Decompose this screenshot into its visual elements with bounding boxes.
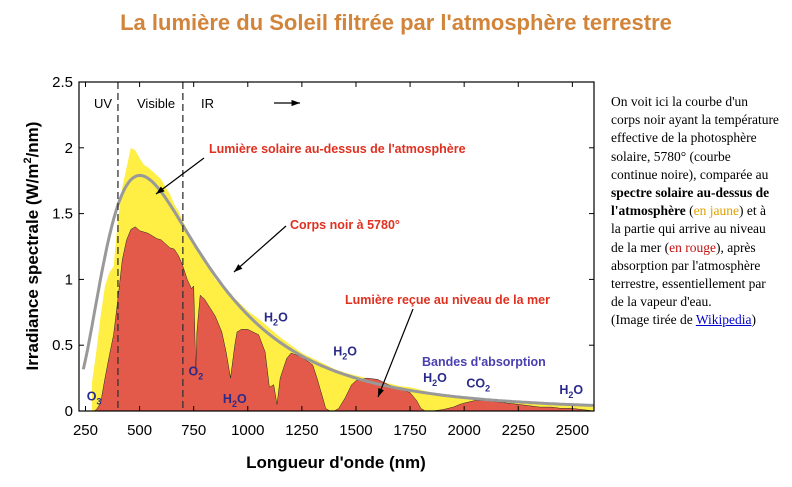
arrow-above-atmosphere — [155, 157, 205, 195]
side-note-bold: spectre solaire au-dessus de l'atmosphèr… — [611, 185, 770, 219]
y-tick-label: 2 — [65, 140, 73, 157]
side-note-text-3: ) et à la partie qui arrive au niveau de… — [611, 203, 766, 255]
annotation-absorption-bands: Bandes d'absorption — [422, 355, 546, 369]
x-tick-label: 1750 — [393, 422, 426, 439]
x-tick-label: 2250 — [502, 422, 535, 439]
arrow-above-atmosphere-head — [156, 186, 165, 194]
x-tick-label: 1250 — [285, 422, 318, 439]
side-note: On voit ici la courbe d'un corps noir ay… — [611, 93, 779, 330]
y-tick-label: 0 — [65, 403, 73, 420]
side-note-text-4: ), après absorption par l'atmosphère ter… — [611, 239, 766, 310]
x-tick-label: 250 — [73, 422, 98, 439]
y-tick-label: 0.5 — [52, 337, 73, 354]
absorber-label: O3 — [87, 389, 102, 406]
sea-level-area — [91, 226, 594, 411]
y-tick-label: 1 — [65, 271, 73, 288]
x-tick-label: 1500 — [339, 422, 372, 439]
absorber-label: H2O — [333, 345, 357, 362]
absorber-label: O2 — [188, 364, 203, 381]
absorber-label: H2O — [223, 392, 247, 409]
side-note-yellow: en jaune — [693, 203, 739, 219]
y-tick-label: 1.5 — [52, 206, 73, 223]
arrow-blackbody-head — [234, 264, 243, 272]
plot-frame — [78, 81, 595, 412]
x-tick-label: 750 — [181, 422, 206, 439]
y-axis-label: Irradiance spectrale (W/m2/nm) — [22, 122, 42, 371]
x-tick-label: 2000 — [447, 422, 480, 439]
region-label-visible: Visible — [137, 96, 175, 111]
page-title: La lumière du Soleil filtrée par l'atmos… — [120, 10, 672, 35]
side-note-text-5: (Image tirée de — [611, 312, 696, 328]
x-tick-label: 500 — [127, 422, 152, 439]
absorber-label: H2O — [559, 383, 583, 400]
annotation-above-atmosphere: Lumière solaire au-dessus de l'atmosphèr… — [209, 142, 466, 156]
annotation-sea-level: Lumière reçue au niveau de la mer — [345, 293, 550, 307]
arrow-sea-level — [377, 308, 414, 398]
y-tick-label: 2.5 — [52, 74, 73, 91]
annotation-blackbody: Corps noir à 5780° — [290, 218, 400, 232]
region-label-ir: IR — [201, 96, 214, 111]
absorber-label: H2O — [423, 371, 447, 388]
side-note-red: en rouge — [669, 239, 716, 255]
arrow-blackbody — [233, 225, 287, 273]
arrow-sea-level-head — [378, 388, 384, 397]
blackbody-curve — [81, 173, 594, 407]
side-note-text-2: ( — [685, 203, 694, 219]
x-axis-label: Longueur d'onde (nm) — [246, 453, 426, 472]
wikipedia-link[interactable]: Wikipedia — [695, 312, 752, 328]
x-tick-label: 1000 — [231, 422, 264, 439]
side-note-text-6: ) — [751, 312, 757, 328]
side-note-text-1: On voit ici la courbe d'un corps noir ay… — [611, 94, 779, 182]
spectrum-chart: 250 500 750 1000 1250 1500 1750 2000 2250 2500 0 0.… — [22, 74, 595, 472]
region-label-uv: UV — [94, 96, 112, 111]
absorber-label: H2O — [264, 311, 288, 328]
absorber-label: CO2 — [466, 376, 490, 393]
ir-direction-arrow-head — [291, 99, 300, 107]
x-tick-label: 2500 — [556, 422, 589, 439]
